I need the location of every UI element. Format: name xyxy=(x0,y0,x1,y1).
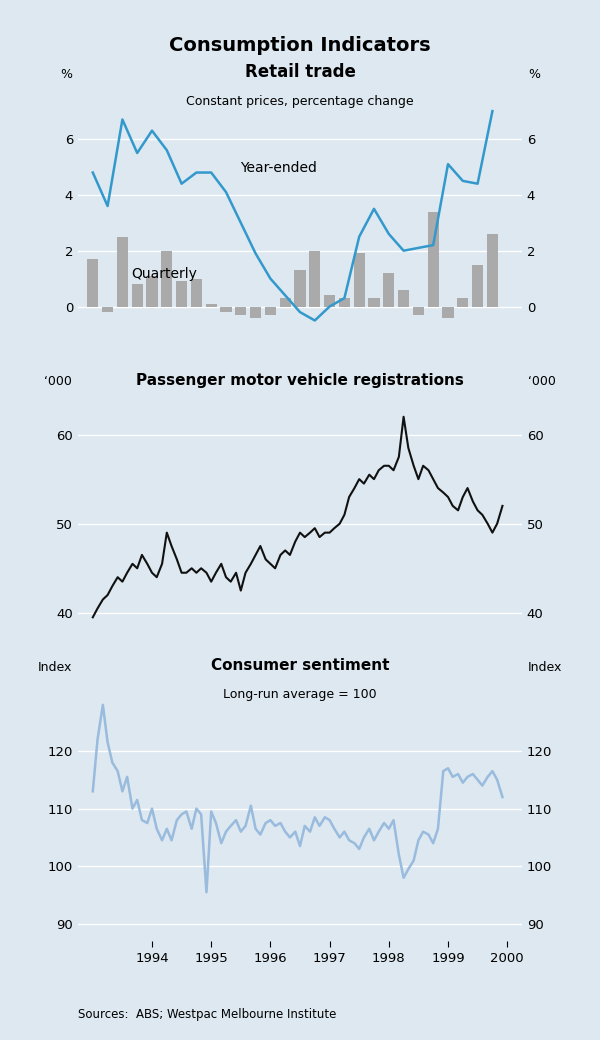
Bar xyxy=(457,298,469,307)
Text: Consumption Indicators: Consumption Indicators xyxy=(169,36,431,55)
Bar xyxy=(131,284,143,307)
Bar xyxy=(398,290,409,307)
Text: Long-run average = 100: Long-run average = 100 xyxy=(223,687,377,701)
Bar xyxy=(368,298,380,307)
Bar xyxy=(117,237,128,307)
Text: %: % xyxy=(60,69,72,81)
Text: Sources:  ABS; Westpac Melbourne Institute: Sources: ABS; Westpac Melbourne Institut… xyxy=(78,1009,337,1021)
Bar xyxy=(472,264,483,307)
Text: Year-ended: Year-ended xyxy=(240,161,317,175)
Text: Quarterly: Quarterly xyxy=(131,267,197,281)
Text: Consumer sentiment: Consumer sentiment xyxy=(211,658,389,673)
Text: Index: Index xyxy=(38,661,72,674)
Bar xyxy=(161,251,172,307)
Bar xyxy=(428,211,439,307)
Bar xyxy=(265,307,276,315)
Text: Index: Index xyxy=(528,661,562,674)
Bar xyxy=(250,307,261,317)
Bar xyxy=(146,276,158,307)
Bar xyxy=(191,279,202,307)
Bar xyxy=(176,282,187,307)
Bar xyxy=(487,234,498,307)
Text: ‘000: ‘000 xyxy=(44,374,72,388)
Bar xyxy=(280,298,291,307)
Text: Passenger motor vehicle registrations: Passenger motor vehicle registrations xyxy=(136,372,464,388)
Bar xyxy=(206,304,217,307)
Text: ‘000: ‘000 xyxy=(528,374,556,388)
Bar xyxy=(309,251,320,307)
Bar xyxy=(235,307,247,315)
Bar xyxy=(220,307,232,312)
Bar xyxy=(442,307,454,317)
Bar xyxy=(295,270,305,307)
Bar xyxy=(87,259,98,307)
Bar xyxy=(383,274,394,307)
Bar xyxy=(339,298,350,307)
Text: Constant prices, percentage change: Constant prices, percentage change xyxy=(186,95,414,108)
Text: %: % xyxy=(528,69,540,81)
Bar xyxy=(413,307,424,315)
Bar xyxy=(324,295,335,307)
Bar xyxy=(353,254,365,307)
Bar xyxy=(102,307,113,312)
Text: Retail trade: Retail trade xyxy=(245,62,355,80)
